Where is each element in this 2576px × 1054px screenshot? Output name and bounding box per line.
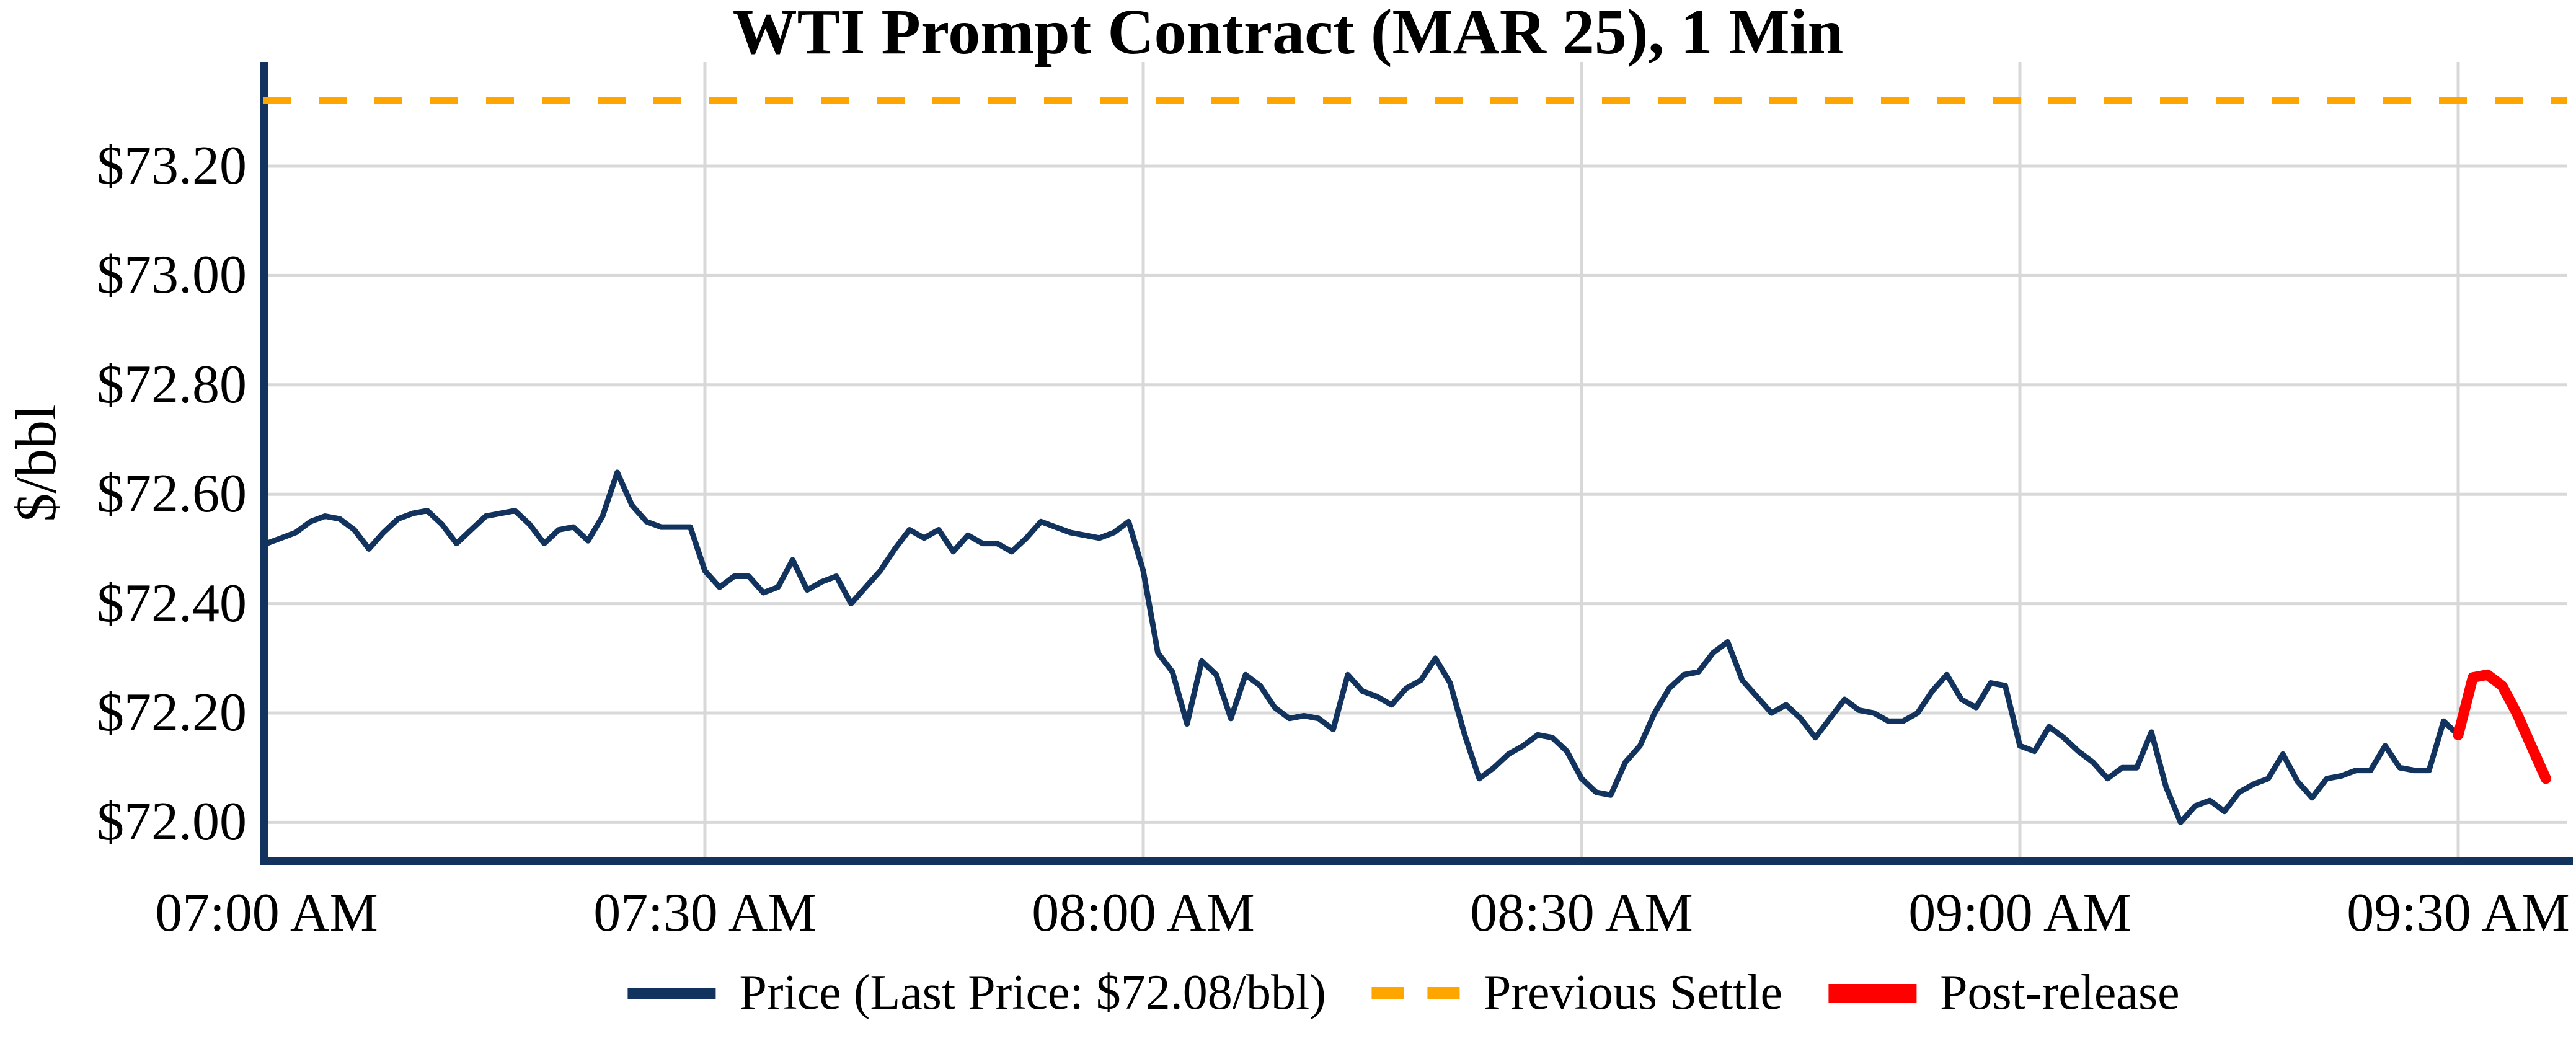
- y-tick-label: $73.00: [97, 245, 247, 306]
- x-tick-label: 08:30 AM: [1470, 883, 1693, 943]
- post-release-line: [2453, 669, 2551, 784]
- x-tick-label: 09:00 AM: [1908, 883, 2131, 943]
- y-tick-label: $72.20: [97, 683, 247, 743]
- price-line: [263, 469, 2461, 825]
- price-line-swatch-icon: [627, 987, 716, 999]
- legend: Price (Last Price: $72.08/bbl) Previous …: [625, 965, 2180, 1021]
- legend-label-previous-settle: Previous Settle: [1483, 965, 1783, 1020]
- x-tick-label: 07:30 AM: [593, 883, 817, 943]
- post-release-line-swatch-icon: [1828, 983, 1917, 1003]
- legend-item-previous-settle: Previous Settle: [1370, 965, 1782, 1021]
- previous-settle-dash-swatch-icon: [1371, 986, 1460, 999]
- x-tick-label: 08:00 AM: [1032, 883, 1255, 943]
- legend-label-post-release: Post-release: [1940, 965, 2180, 1020]
- y-tick-label: $73.20: [97, 136, 247, 196]
- y-tick-label: $72.00: [97, 792, 247, 852]
- legend-item-post-release: Post-release: [1826, 965, 2180, 1021]
- y-tick-label: $72.60: [97, 464, 247, 525]
- y-tick-label: $72.40: [97, 573, 247, 634]
- legend-label-price: Price (Last Price: $72.08/bbl): [739, 965, 1326, 1020]
- x-tick-label: 07:00 AM: [155, 883, 378, 943]
- chart-title: WTI Prompt Contract (MAR 25), 1 Min: [732, 0, 1844, 68]
- legend-item-price: Price (Last Price: $72.08/bbl): [625, 965, 1326, 1021]
- x-tick-label: 09:30 AM: [2347, 883, 2570, 943]
- y-tick-label: $72.80: [97, 354, 247, 415]
